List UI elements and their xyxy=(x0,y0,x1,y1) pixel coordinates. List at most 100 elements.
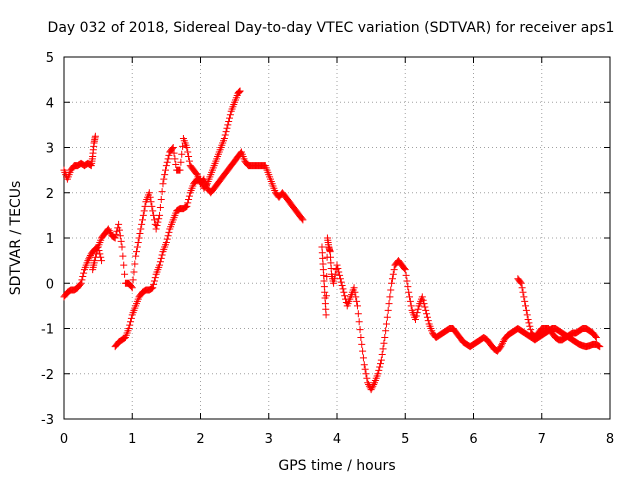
data-point xyxy=(341,292,349,300)
data-point xyxy=(527,326,535,334)
data-point xyxy=(405,288,413,296)
axis-ticks: 0 1 2 3 4 5 6 7 8 -3 -2 -1 0 1 2 3 4 5 xyxy=(41,51,614,447)
data-point xyxy=(361,365,369,373)
data-point xyxy=(149,207,157,215)
data-point xyxy=(384,306,392,314)
data-point xyxy=(596,343,604,351)
data-point xyxy=(78,276,86,284)
data-point xyxy=(112,231,120,239)
data-point xyxy=(151,274,159,282)
x-tick-label: 3 xyxy=(265,432,273,447)
data-point xyxy=(518,284,526,292)
data-point xyxy=(592,334,600,342)
data-point xyxy=(406,293,414,301)
data-point xyxy=(336,271,344,279)
data-point xyxy=(377,360,385,368)
data-point xyxy=(390,266,398,274)
data-point xyxy=(523,311,531,319)
data-point xyxy=(226,114,234,122)
data-point xyxy=(224,121,232,129)
y-tick-label: -3 xyxy=(41,413,54,428)
data-point xyxy=(106,228,114,236)
data-point xyxy=(236,88,244,96)
data-point xyxy=(519,288,527,296)
data-point xyxy=(340,288,348,296)
data-point xyxy=(104,225,112,233)
data-point xyxy=(185,157,193,165)
data-point xyxy=(594,341,602,349)
data-point xyxy=(128,284,136,292)
data-point xyxy=(150,280,158,288)
data-point xyxy=(132,252,140,260)
data-point xyxy=(148,202,156,210)
data-point xyxy=(127,318,135,326)
data-point xyxy=(358,340,366,348)
data-point xyxy=(497,343,505,351)
data-point xyxy=(375,366,383,374)
data-point xyxy=(98,257,106,265)
data-point xyxy=(138,220,146,228)
data-point xyxy=(525,319,533,327)
data-point xyxy=(299,216,307,224)
data-point xyxy=(363,374,371,382)
data-point xyxy=(116,232,124,240)
data-point xyxy=(133,248,141,256)
data-point xyxy=(145,189,153,197)
data-point xyxy=(362,370,370,378)
data-point xyxy=(386,293,394,301)
data-point xyxy=(134,239,142,247)
data-point xyxy=(381,334,389,342)
data-point xyxy=(388,275,396,283)
data-point xyxy=(356,326,364,334)
data-point xyxy=(152,225,160,233)
data-point xyxy=(147,285,155,293)
data-point xyxy=(359,354,367,362)
data-point xyxy=(521,297,529,305)
data-point xyxy=(155,215,163,223)
data-point xyxy=(407,302,415,310)
x-tick-label: 4 xyxy=(333,432,341,447)
x-axis-label: GPS time / hours xyxy=(278,458,395,474)
x-tick-label: 6 xyxy=(469,432,477,447)
data-point xyxy=(163,158,171,166)
data-point xyxy=(352,293,360,301)
data-point xyxy=(127,314,135,322)
data-point xyxy=(414,305,422,313)
data-point xyxy=(376,363,384,371)
y-axis-label: SDTVAR / TECUs xyxy=(8,181,24,296)
data-point xyxy=(354,310,362,318)
data-point xyxy=(158,251,166,259)
data-point xyxy=(377,356,385,364)
data-point xyxy=(222,128,230,136)
data-point xyxy=(424,317,432,325)
data-point xyxy=(330,275,338,283)
y-tick-label: -1 xyxy=(41,323,54,338)
data-point xyxy=(92,250,100,258)
data-point xyxy=(80,269,88,277)
data-point xyxy=(156,203,164,211)
data-point xyxy=(322,311,330,319)
data-point xyxy=(350,284,358,292)
data-point xyxy=(154,218,162,226)
data-point xyxy=(183,144,191,151)
data-point xyxy=(150,211,158,219)
chart-title: Day 032 of 2018, Sidereal Day-to-day VTE… xyxy=(48,20,615,36)
data-point xyxy=(369,382,377,390)
data-point xyxy=(183,202,191,210)
data-point xyxy=(159,180,167,188)
data-point xyxy=(176,166,184,174)
data-point xyxy=(138,216,146,224)
data-point xyxy=(86,253,94,261)
data-point xyxy=(136,229,144,237)
data-point xyxy=(379,345,387,353)
data-point xyxy=(133,243,141,251)
data-point xyxy=(591,332,599,340)
data-point xyxy=(595,342,603,350)
data-point xyxy=(125,325,133,332)
data-point xyxy=(387,286,395,294)
data-point xyxy=(91,132,99,140)
data-point xyxy=(157,254,165,262)
x-tick-label: 1 xyxy=(128,432,136,447)
data-point xyxy=(374,370,382,378)
